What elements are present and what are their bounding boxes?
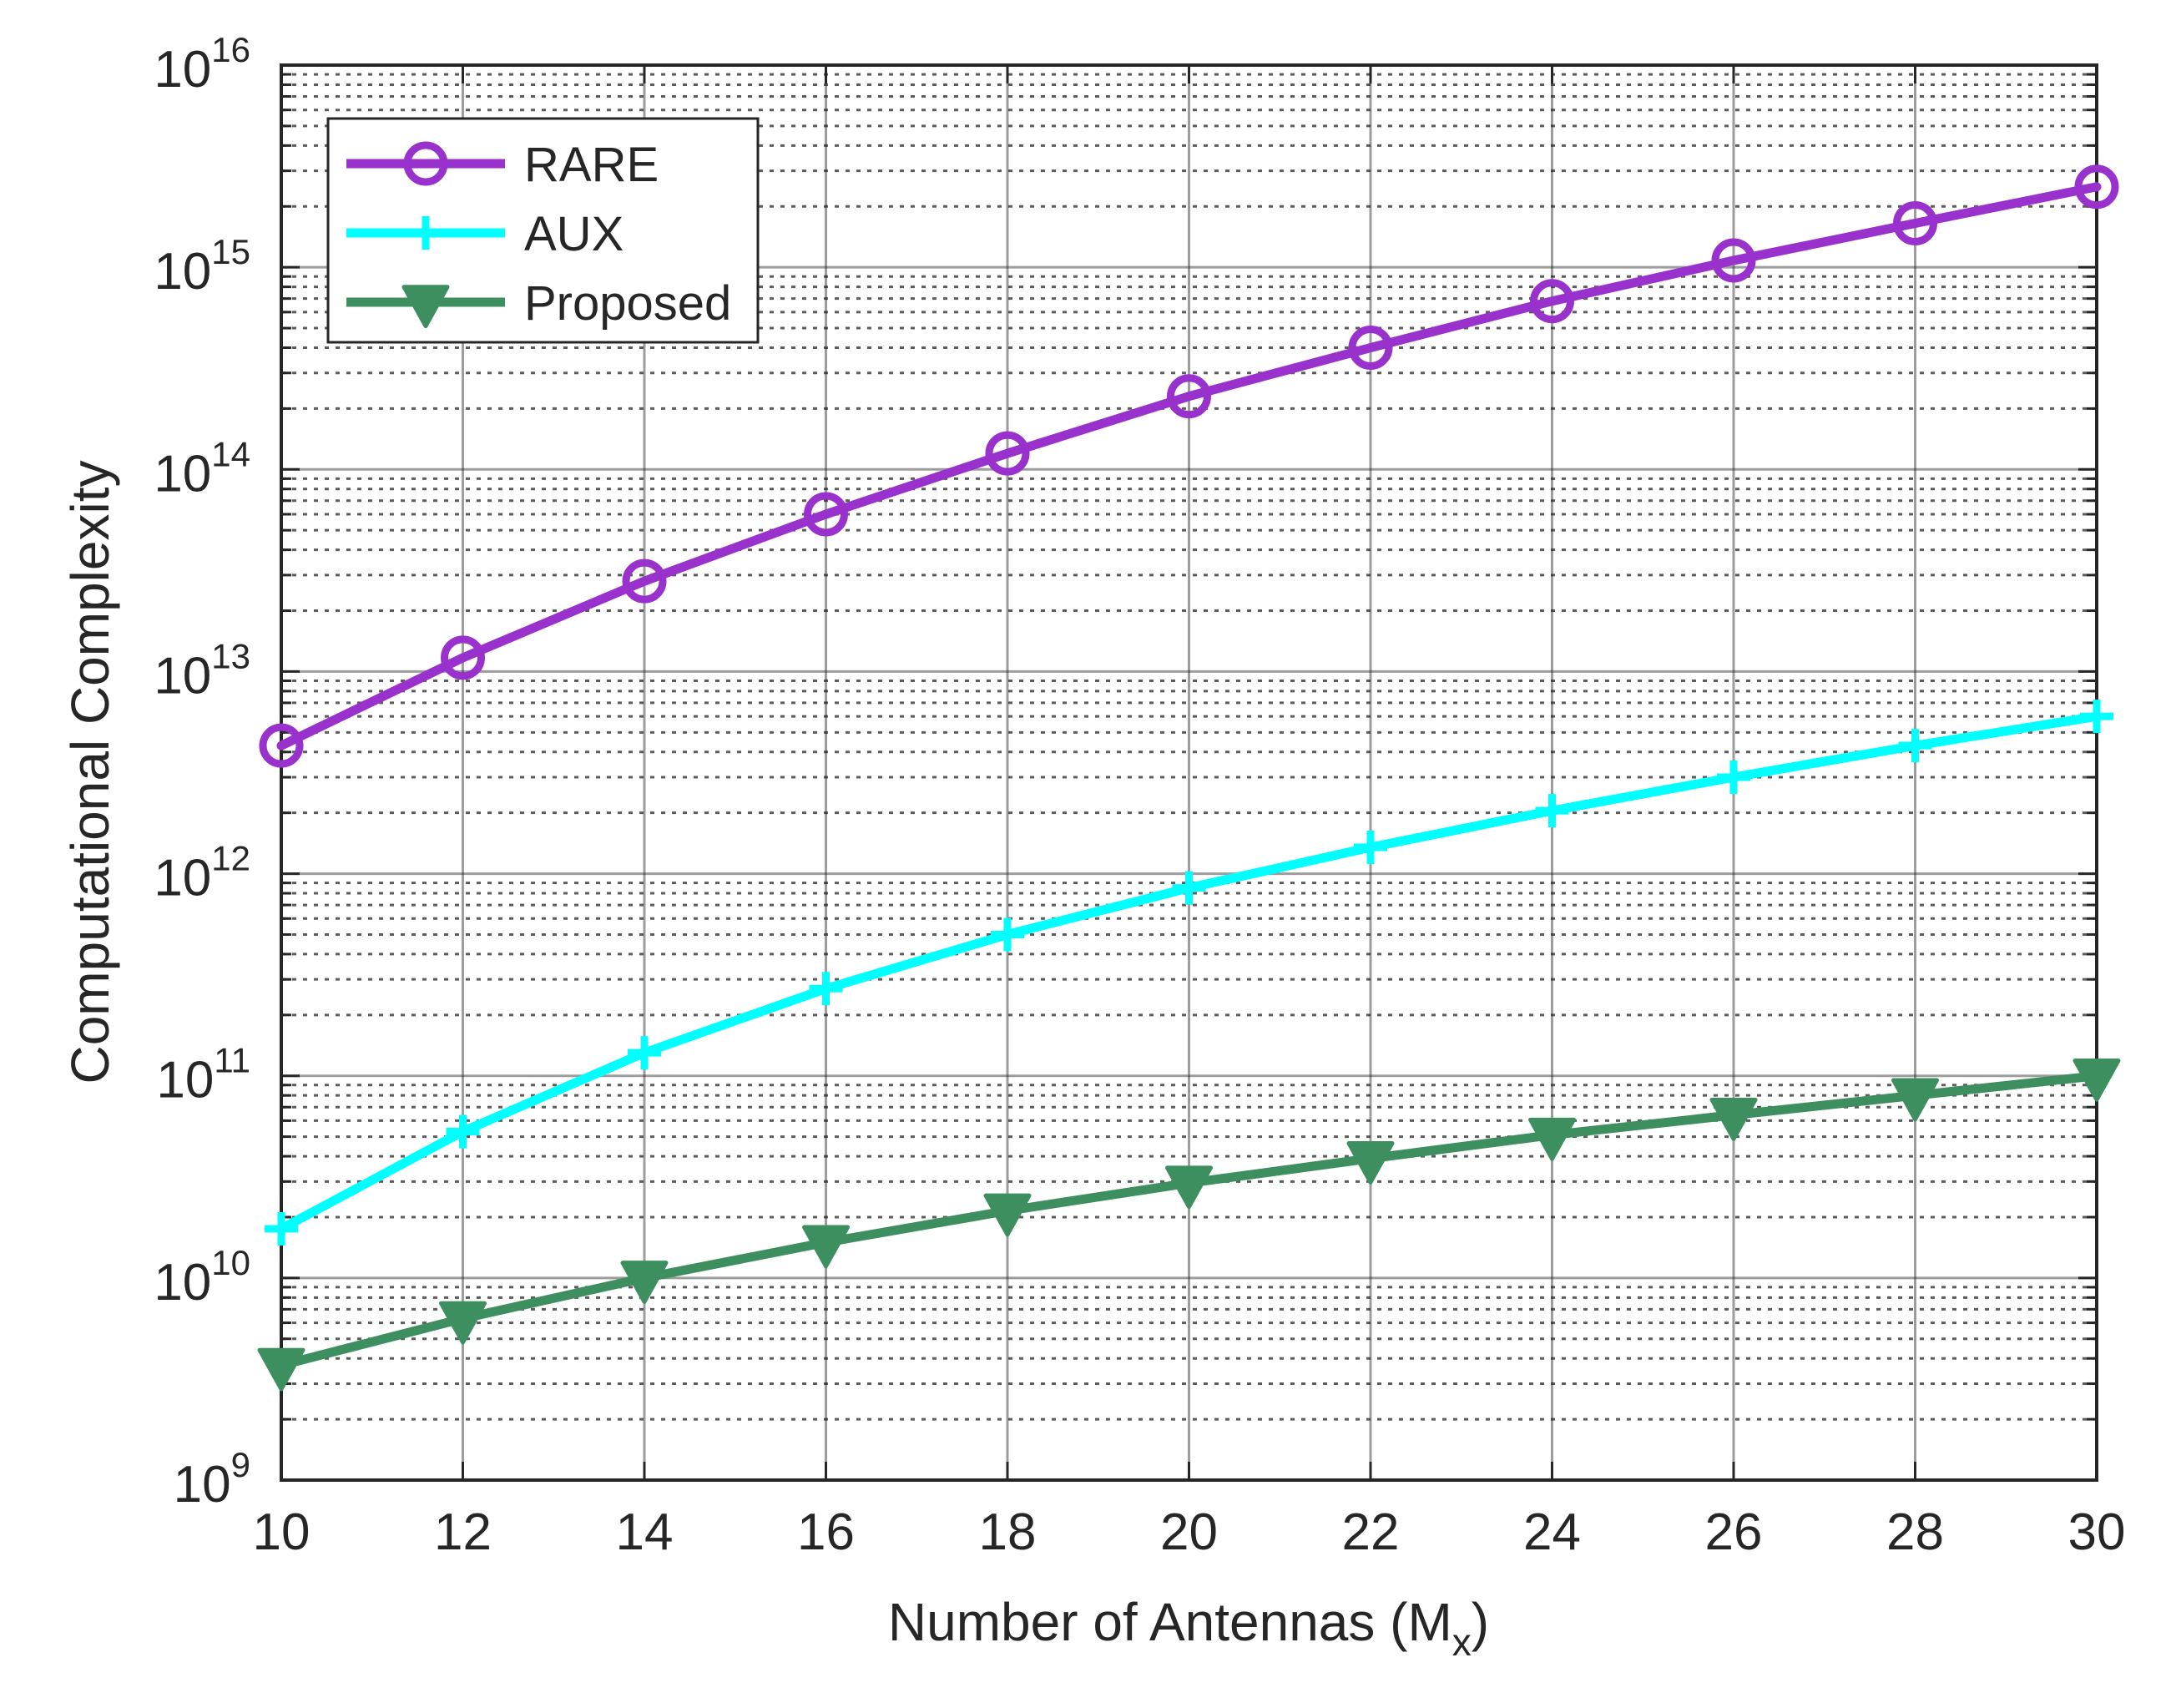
- x-tick-label: 12: [434, 1503, 492, 1561]
- x-tick-label: 28: [1886, 1503, 1944, 1561]
- data-point-marker: [1172, 871, 1206, 905]
- data-point-marker: [1898, 729, 1932, 763]
- data-point-marker: [2072, 1059, 2121, 1102]
- data-point-marker: [1528, 1117, 1576, 1161]
- y-tick-label: 1012: [154, 839, 250, 907]
- data-point-marker: [985, 431, 1030, 476]
- y-tick-label: 1011: [156, 1041, 250, 1109]
- legend-label: AUX: [524, 207, 624, 261]
- x-tick-label: 10: [253, 1503, 310, 1561]
- legend-item-rare: RARE: [346, 138, 659, 192]
- x-tick-label: 24: [1523, 1503, 1581, 1561]
- y-tick-label: 1015: [154, 232, 250, 301]
- y-axis-label: Computational Complexity: [60, 461, 120, 1084]
- y-tick-label: 109: [174, 1445, 250, 1513]
- data-point-marker: [802, 1225, 850, 1269]
- x-tick-label: 26: [1705, 1503, 1763, 1561]
- data-point-marker: [441, 635, 485, 680]
- y-tick-label: 1010: [154, 1243, 250, 1311]
- data-point-marker: [628, 1036, 661, 1070]
- legend-item-aux: AUX: [346, 207, 624, 261]
- legend-marker: [401, 285, 450, 329]
- data-point-marker: [1717, 761, 1750, 795]
- legend-label: Proposed: [524, 276, 731, 331]
- series-line: [276, 182, 2102, 750]
- data-point-marker: [1167, 374, 1211, 419]
- data-point-marker: [439, 1301, 487, 1345]
- grid-lines: [281, 65, 2097, 1480]
- data-point-marker: [622, 558, 667, 604]
- data-point-marker: [1165, 1165, 1213, 1210]
- data-point-marker: [991, 917, 1024, 952]
- legend-marker: [409, 216, 442, 250]
- data-point-marker: [1348, 326, 1393, 371]
- data-point-marker: [1530, 279, 1574, 324]
- x-axis-label: Number of Antennas (Mx): [888, 1592, 1489, 1664]
- data-series: [257, 164, 2121, 1392]
- x-tick-label: 20: [1160, 1503, 1218, 1561]
- data-point-marker: [265, 1212, 298, 1246]
- x-tick-label: 18: [979, 1503, 1037, 1561]
- data-point-marker: [1535, 794, 1569, 828]
- x-tick-label: 22: [1342, 1503, 1400, 1561]
- data-point-marker: [446, 1114, 480, 1149]
- axis-ticks: [280, 63, 2098, 1482]
- x-tick-label: 16: [797, 1503, 855, 1561]
- data-point-marker: [259, 723, 304, 768]
- legend-item-proposed: Proposed: [346, 276, 731, 331]
- data-point-marker: [983, 1193, 1032, 1237]
- legend-label: RARE: [524, 138, 659, 192]
- data-point-marker: [1711, 238, 1756, 283]
- y-tick-label: 1013: [154, 636, 250, 705]
- x-tick-label: 14: [616, 1503, 674, 1561]
- tick-labels: 10 12 14 16 18 20 22 24 26 28 30109101010111012101…: [154, 30, 2125, 1561]
- data-point-marker: [1893, 200, 1937, 245]
- data-point-marker: [2080, 700, 2113, 734]
- data-point-marker: [2074, 164, 2119, 210]
- data-point-marker: [1709, 1097, 1758, 1141]
- y-tick-label: 1014: [154, 434, 250, 503]
- data-point-marker: [1891, 1078, 1939, 1122]
- legend-marker: [403, 141, 448, 186]
- data-point-marker: [1346, 1141, 1395, 1185]
- data-point-marker: [809, 972, 843, 1006]
- y-tick-label: 1016: [154, 30, 250, 99]
- data-point-marker: [804, 492, 848, 537]
- legend: RARE AUX Proposed: [326, 117, 760, 344]
- series-proposed: [257, 1059, 2121, 1392]
- series-rare: [259, 164, 2119, 768]
- series-aux: [265, 700, 2113, 1246]
- x-tick-label: 30: [2068, 1503, 2126, 1561]
- data-point-marker: [1354, 831, 1387, 865]
- data-point-marker: [620, 1261, 669, 1304]
- data-point-marker: [257, 1347, 305, 1392]
